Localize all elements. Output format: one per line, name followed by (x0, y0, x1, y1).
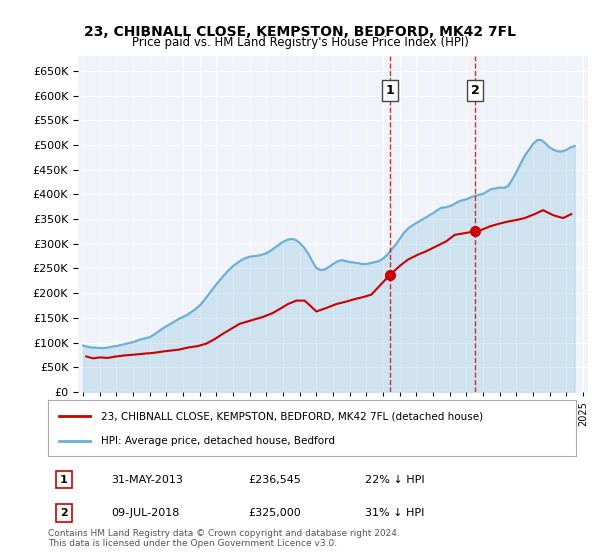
Text: 31% ↓ HPI: 31% ↓ HPI (365, 508, 424, 518)
Text: 1: 1 (386, 84, 394, 97)
Text: 2: 2 (470, 84, 479, 97)
Text: 31-MAY-2013: 31-MAY-2013 (112, 474, 183, 484)
Text: This data is licensed under the Open Government Licence v3.0.: This data is licensed under the Open Gov… (48, 539, 337, 548)
Text: HPI: Average price, detached house, Bedford: HPI: Average price, detached house, Bedf… (101, 436, 335, 446)
Text: Price paid vs. HM Land Registry's House Price Index (HPI): Price paid vs. HM Land Registry's House … (131, 36, 469, 49)
Text: £236,545: £236,545 (248, 474, 302, 484)
Text: 23, CHIBNALL CLOSE, KEMPSTON, BEDFORD, MK42 7FL (detached house): 23, CHIBNALL CLOSE, KEMPSTON, BEDFORD, M… (101, 411, 483, 421)
Text: 23, CHIBNALL CLOSE, KEMPSTON, BEDFORD, MK42 7FL: 23, CHIBNALL CLOSE, KEMPSTON, BEDFORD, M… (84, 25, 516, 39)
Text: 22% ↓ HPI: 22% ↓ HPI (365, 474, 424, 484)
Text: 2: 2 (60, 508, 68, 518)
Text: £325,000: £325,000 (248, 508, 301, 518)
Text: 09-JUL-2018: 09-JUL-2018 (112, 508, 180, 518)
Text: 1: 1 (60, 474, 68, 484)
Text: Contains HM Land Registry data © Crown copyright and database right 2024.: Contains HM Land Registry data © Crown c… (48, 529, 400, 538)
